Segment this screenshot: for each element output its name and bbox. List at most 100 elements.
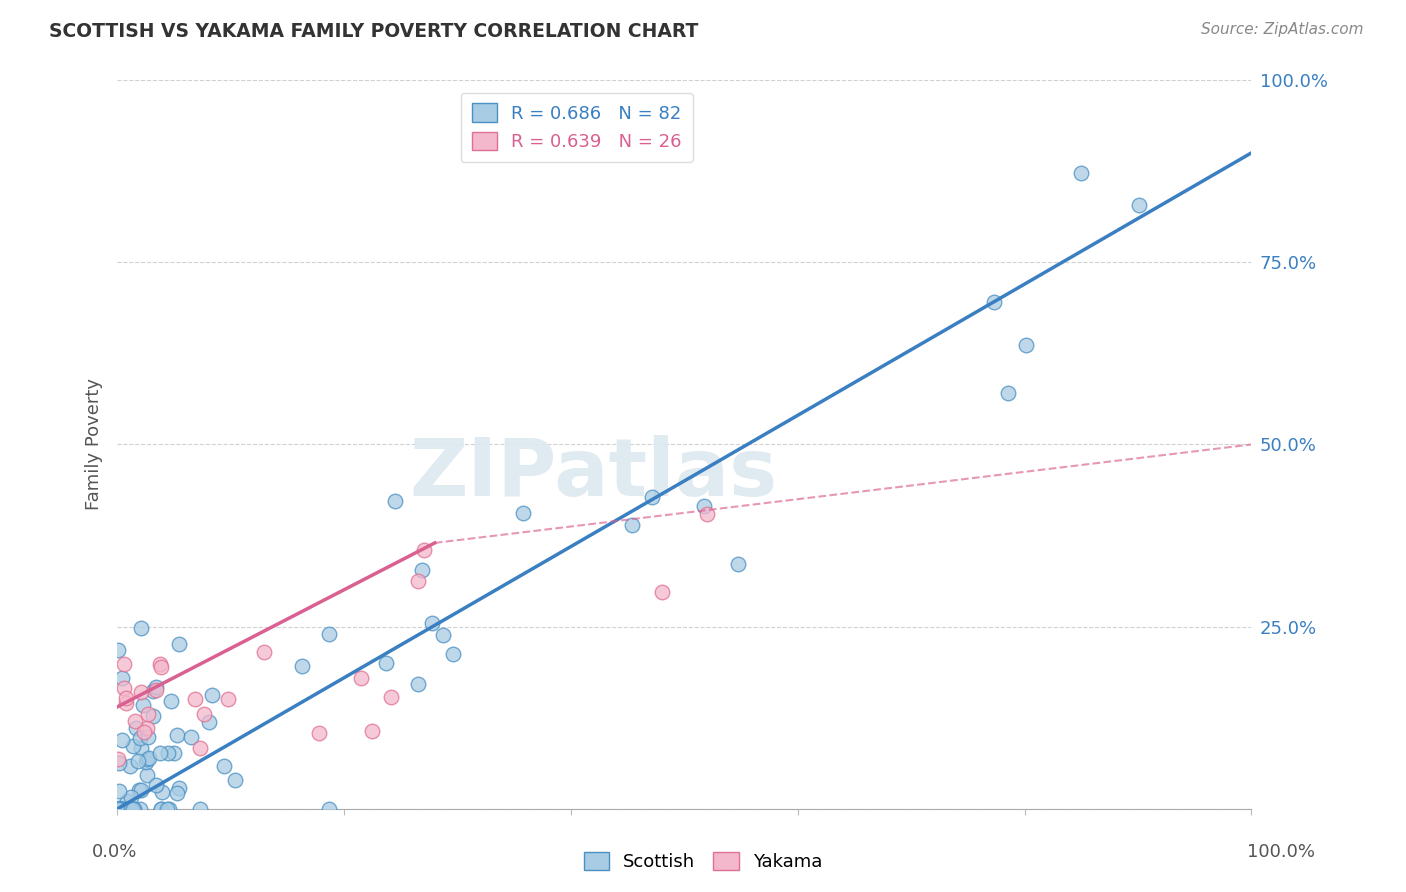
Point: [115, 690, 138, 705]
Point: [193, 706, 215, 721]
Point: [136, 730, 159, 744]
Point: [308, 726, 330, 740]
Point: [253, 645, 276, 659]
Point: [318, 802, 340, 816]
Point: [145, 683, 167, 698]
Point: [136, 768, 159, 782]
Text: Source: ZipAtlas.com: Source: ZipAtlas.com: [1201, 22, 1364, 37]
Point: [167, 637, 190, 651]
Point: [150, 802, 173, 816]
Point: [124, 714, 146, 728]
Point: [167, 780, 190, 795]
Point: [115, 696, 138, 710]
Point: [350, 671, 373, 685]
Point: [112, 681, 135, 696]
Point: [149, 657, 172, 672]
Point: [121, 790, 143, 805]
Point: [157, 802, 180, 816]
Point: [115, 802, 138, 816]
Point: [138, 751, 160, 765]
Point: [122, 802, 145, 816]
Point: [122, 802, 145, 816]
Point: [201, 688, 224, 702]
Point: [696, 507, 718, 521]
Point: [108, 802, 131, 816]
Point: [156, 746, 179, 760]
Point: [166, 786, 188, 800]
Point: [411, 563, 433, 577]
Point: [212, 759, 235, 773]
Point: [112, 802, 135, 816]
Point: [375, 657, 398, 671]
Point: [651, 584, 673, 599]
Point: [1128, 198, 1150, 212]
Point: [160, 694, 183, 708]
Point: [136, 752, 159, 766]
Point: [156, 802, 179, 816]
Point: [1014, 338, 1036, 352]
Legend: Scottish, Yakama: Scottish, Yakama: [576, 845, 830, 879]
Point: [125, 721, 148, 735]
Point: [318, 627, 340, 641]
Point: [132, 698, 155, 713]
Point: [361, 723, 384, 738]
Point: [110, 802, 132, 816]
Point: [190, 741, 212, 756]
Point: [384, 494, 406, 508]
Text: 0.0%: 0.0%: [91, 843, 136, 861]
Text: 100.0%: 100.0%: [1247, 843, 1315, 861]
Point: [108, 801, 131, 815]
Point: [112, 802, 135, 816]
Point: [108, 802, 131, 816]
Point: [142, 683, 165, 698]
Point: [115, 793, 138, 807]
Point: [115, 802, 138, 816]
Point: [150, 802, 173, 816]
Point: [224, 772, 246, 787]
Point: [149, 659, 172, 673]
Point: [132, 725, 155, 739]
Point: [1070, 166, 1092, 180]
Legend: R = 0.686   N = 82, R = 0.639   N = 26: R = 0.686 N = 82, R = 0.639 N = 26: [461, 93, 693, 162]
Point: [107, 752, 129, 766]
Point: [110, 802, 132, 816]
Point: [180, 730, 202, 744]
Point: [142, 709, 165, 723]
Point: [149, 746, 172, 760]
Point: [136, 707, 159, 722]
Point: [111, 671, 134, 685]
Point: [512, 506, 534, 520]
Point: [188, 802, 211, 816]
Point: [198, 715, 221, 730]
Point: [727, 558, 749, 572]
Point: [291, 659, 314, 673]
Point: [420, 615, 443, 630]
Point: [380, 690, 402, 704]
Point: [166, 728, 188, 742]
Point: [131, 783, 153, 797]
Point: [641, 490, 664, 504]
Point: [110, 802, 132, 816]
Point: [412, 543, 434, 558]
Point: [107, 756, 129, 770]
Point: [129, 621, 152, 635]
Point: [129, 802, 152, 816]
Text: SCOTTISH VS YAKAMA FAMILY POVERTY CORRELATION CHART: SCOTTISH VS YAKAMA FAMILY POVERTY CORREL…: [49, 22, 699, 41]
Point: [163, 747, 186, 761]
Point: [983, 294, 1005, 309]
Point: [184, 692, 207, 706]
Point: [107, 802, 129, 816]
Point: [120, 802, 142, 816]
Point: [128, 731, 150, 745]
Point: [145, 680, 167, 694]
Point: [108, 784, 131, 798]
Point: [127, 755, 149, 769]
Point: [406, 677, 429, 691]
Point: [406, 574, 429, 588]
Point: [112, 657, 135, 672]
Point: [129, 685, 152, 699]
Point: [136, 721, 159, 735]
Point: [145, 778, 167, 792]
Point: [621, 517, 644, 532]
Text: ZIPatlas: ZIPatlas: [409, 434, 778, 513]
